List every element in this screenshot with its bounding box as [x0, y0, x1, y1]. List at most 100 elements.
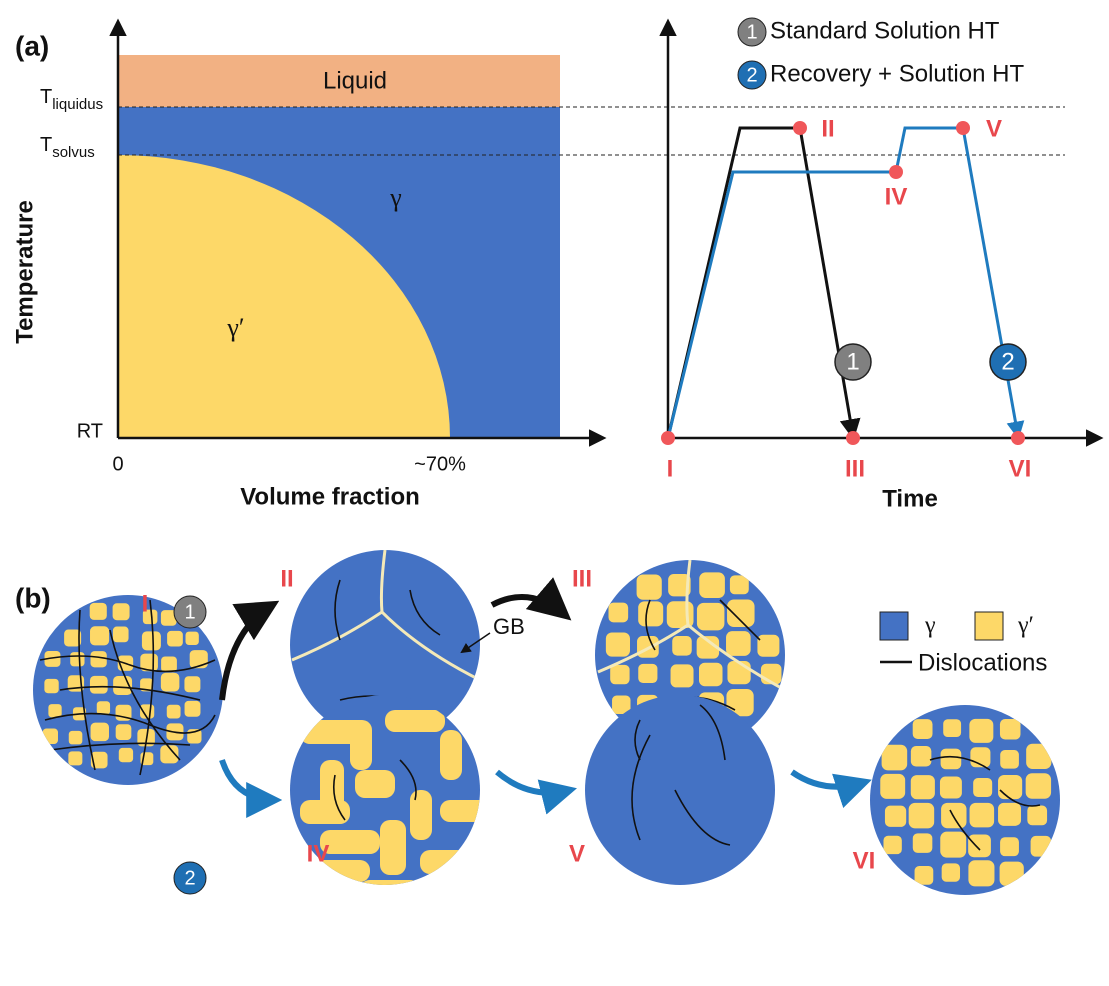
gamma-prime-particle [68, 751, 82, 765]
stage-label: I [142, 590, 149, 617]
symbol: T [40, 134, 52, 156]
legend-text: Recovery + Solution HT [770, 60, 1024, 87]
stage-label: I [667, 455, 674, 482]
gamma-prime-particle [941, 749, 962, 770]
legend-swatch [975, 612, 1003, 640]
gamma-prime-particle [167, 705, 181, 719]
region-label: Liquid [323, 67, 387, 94]
gamma-prime-particle [113, 603, 130, 620]
gamma-prime-particle [380, 820, 406, 875]
route-2-curve [668, 128, 1018, 438]
route-1-curve [668, 128, 853, 438]
page: {"panel_a": {"label": "(a)", "phase_diag… [0, 0, 1109, 986]
region-label: γ′ [226, 313, 244, 342]
x-start-label: 0 [112, 453, 123, 475]
rt-label: RT [77, 420, 103, 442]
gamma-prime-particle [757, 635, 779, 657]
stage-label: II [280, 565, 293, 592]
gamma-prime-particle [913, 833, 933, 853]
arrow [222, 760, 275, 800]
gamma-prime-particle [969, 719, 993, 743]
point [793, 121, 807, 135]
gamma-prime-particle [968, 834, 991, 857]
point [661, 431, 675, 445]
gamma-prime-particle [90, 651, 106, 667]
gamma-prime-particle [113, 627, 129, 643]
stage-label: IV [885, 183, 908, 210]
gamma-prime-particle [727, 661, 750, 684]
gamma-prime-particle [97, 701, 110, 714]
gamma-prime-particle [913, 719, 933, 739]
stage-label: III [572, 565, 592, 592]
subscript: liquidus [52, 96, 103, 113]
gamma-prime-particle [360, 880, 420, 898]
gamma-prime-particle [973, 778, 992, 797]
stage-label: IV [307, 840, 330, 867]
legend-swatch [880, 612, 908, 640]
gamma-prime-particle [185, 701, 201, 717]
gamma-prime-particle [48, 704, 61, 717]
gamma-prime-particle [697, 603, 725, 631]
gamma-prime-particle [90, 626, 109, 645]
legend-text: Dislocations [918, 649, 1047, 676]
gamma-prime-particle [885, 806, 906, 827]
symbol: T [40, 86, 52, 108]
stage-label: VI [853, 847, 876, 874]
x-end-label: ~70% [414, 453, 466, 475]
gamma-prime-particle [726, 631, 751, 656]
gamma-prime-particle [667, 601, 694, 628]
legend-number: 2 [746, 64, 757, 86]
gamma-prime-particle [44, 679, 58, 693]
gamma-prime-particle [116, 724, 132, 740]
gamma-prime-particle [882, 745, 908, 771]
gamma-prime-particle [880, 774, 905, 799]
gamma-prime-particle [69, 731, 83, 745]
stage-label: III [845, 455, 865, 482]
y-axis-title: Temperature [11, 200, 38, 344]
gamma-prime-particle [998, 775, 1022, 799]
gamma-prime-particle [727, 600, 755, 628]
point [889, 165, 903, 179]
gamma-prime-particle [167, 631, 183, 647]
gamma-prime-particle [940, 777, 962, 799]
gamma-prime-particle [1000, 862, 1024, 886]
gamma-prime-particle [998, 803, 1021, 826]
panel-label: (a) [15, 30, 49, 61]
gamma-prime-particle [161, 656, 177, 672]
gamma-prime-particle [608, 603, 628, 623]
point [1011, 431, 1025, 445]
gamma-prime-particle [1027, 806, 1047, 826]
gamma-prime-particle [440, 800, 490, 822]
gamma-prime-particle [355, 770, 395, 798]
x-axis-title: Time [882, 485, 938, 512]
gamma-prime-particle [420, 850, 475, 874]
route-badge-label: 1 [846, 348, 859, 375]
stage-label: V [986, 115, 1002, 142]
gamma-prime-particle [968, 860, 994, 886]
legend-text: γ′ [1017, 613, 1034, 639]
gamma-prime-particle [1000, 837, 1019, 856]
gamma-prime-particle [911, 746, 932, 767]
point [846, 431, 860, 445]
x-axis-title: Volume fraction [240, 483, 420, 510]
legend-text: γ [924, 613, 936, 639]
arrow [492, 597, 565, 615]
gamma-prime-particle [671, 664, 694, 687]
gamma-prime-particle [1000, 719, 1021, 740]
gamma-prime-particle [350, 720, 372, 770]
route-label: 1 [184, 601, 195, 623]
gamma-prime-particle [119, 748, 133, 762]
gamma-prime-particle [90, 603, 107, 620]
gamma-prime-particle [610, 665, 629, 684]
gb-label: GB [493, 614, 525, 639]
point [956, 121, 970, 135]
gamma-prime-particle [142, 631, 161, 650]
gamma-prime-particle [300, 800, 350, 824]
gamma-prime-particle [638, 601, 663, 626]
gamma-prime-particle [730, 575, 749, 594]
gamma-prime-particle [385, 710, 445, 732]
legend-text: Standard Solution HT [770, 17, 1000, 44]
solvus-label: Tsolvus [40, 134, 95, 161]
gamma-prime-particle [410, 790, 432, 840]
gamma-prime-particle [91, 723, 109, 741]
